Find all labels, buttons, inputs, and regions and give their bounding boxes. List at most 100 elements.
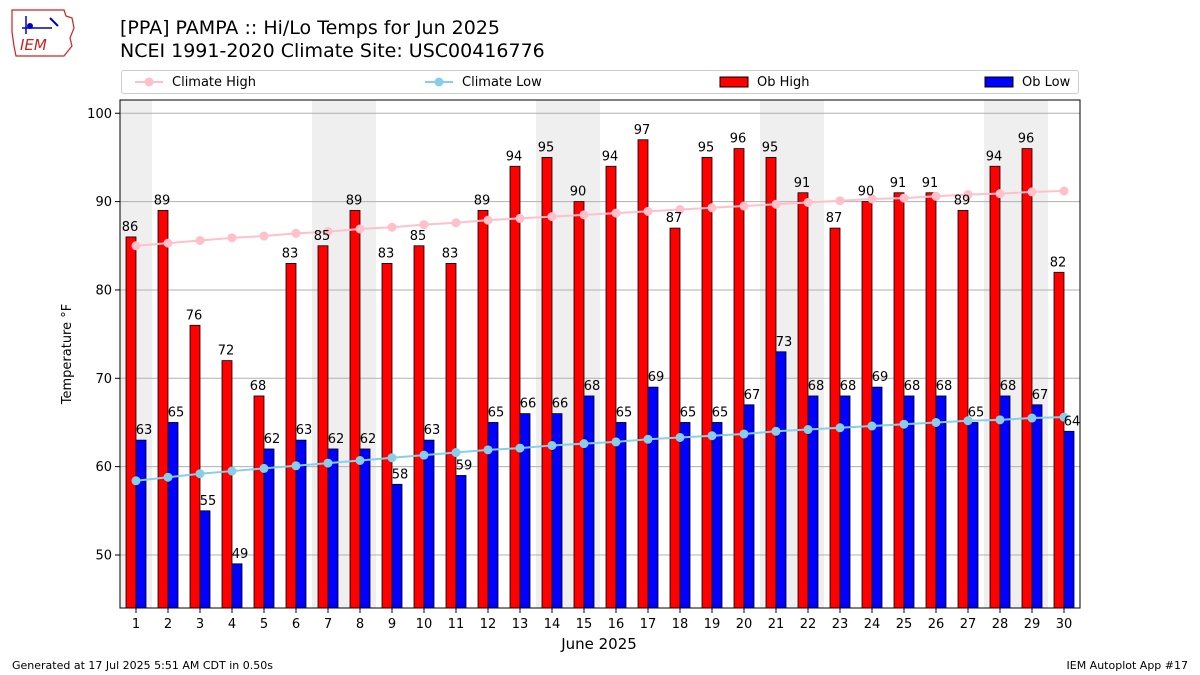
x-tick-label: 29	[1024, 617, 1041, 632]
climate-high-point	[131, 241, 141, 251]
climate-low-point	[707, 431, 717, 441]
legend-climate-low-label: Climate Low	[462, 74, 542, 90]
x-tick-label: 23	[832, 617, 849, 632]
ob-high-label: 83	[378, 246, 395, 261]
climate-high-point	[355, 224, 365, 234]
ob-low-label: 59	[456, 458, 473, 473]
ob-high-label: 95	[538, 140, 555, 155]
ob-high-label: 72	[218, 344, 235, 359]
ob-high-bar	[541, 157, 553, 609]
y-tick-label: 70	[95, 372, 112, 387]
ob-high-bar	[221, 360, 233, 609]
ob-high-bar	[477, 210, 489, 609]
climate-high-point	[451, 218, 461, 228]
ob-low-bar	[391, 483, 403, 609]
ob-low-bar	[359, 448, 371, 609]
ob-low-label: 69	[648, 370, 665, 385]
x-tick-label: 24	[864, 617, 881, 632]
climate-high-point	[643, 206, 653, 216]
y-tick-label: 50	[95, 548, 112, 563]
ob-low-bar	[871, 386, 883, 609]
x-tick-label: 15	[576, 617, 593, 632]
x-tick-label: 9	[388, 617, 396, 632]
x-tick-label: 20	[736, 617, 753, 632]
ob-low-bar	[1063, 430, 1075, 609]
ob-low-bar	[263, 448, 275, 609]
plot-frame	[119, 99, 1081, 609]
ob-high-bar	[509, 165, 521, 609]
climate-high-line	[135, 189, 1065, 247]
ob-high-label: 76	[186, 308, 203, 323]
ob-low-label: 73	[776, 335, 793, 350]
climate-low-point	[131, 476, 141, 486]
climate-high-point	[739, 201, 749, 211]
climate-high-point	[259, 231, 269, 241]
climate-high-point	[1027, 187, 1037, 197]
ob-high-bar	[317, 245, 329, 609]
ob-high-label: 91	[922, 176, 939, 191]
climate-low-point	[163, 472, 173, 482]
ob-low-label: 68	[1000, 379, 1017, 394]
x-tick-label: 18	[672, 617, 689, 632]
ob-low-label: 68	[584, 379, 601, 394]
climate-high-point	[899, 193, 909, 203]
ob-low-bar	[1031, 404, 1043, 609]
ob-high-bar	[893, 192, 905, 609]
climate-low-point	[547, 440, 557, 450]
ob-high-label: 86	[122, 220, 139, 235]
climate-low-point	[259, 463, 269, 473]
x-tick-label: 19	[704, 617, 721, 632]
ob-high-label: 82	[1050, 255, 1067, 270]
climate-high-point	[483, 215, 493, 225]
climate-high-point	[771, 199, 781, 209]
ob-low-bar	[615, 422, 627, 609]
ob-low-label: 65	[488, 405, 505, 420]
ob-high-label: 94	[602, 149, 619, 164]
footer-generated: Generated at 17 Jul 2025 5:51 AM CDT in …	[12, 659, 273, 672]
ob-low-bar	[935, 395, 947, 609]
climate-high-point	[291, 228, 301, 238]
ob-low-label: 55	[200, 494, 217, 509]
ob-low-bar	[167, 422, 179, 609]
x-tick-label: 16	[608, 617, 625, 632]
climate-low-point	[803, 425, 813, 435]
x-tick-label: 2	[164, 617, 172, 632]
ob-high-bar	[253, 395, 265, 609]
climate-high-point	[515, 213, 525, 223]
ob-low-label: 49	[232, 547, 249, 562]
ob-low-label: 68	[904, 379, 921, 394]
x-tick-label: 6	[292, 617, 300, 632]
ob-high-label: 96	[730, 132, 747, 147]
x-tick-label: 1	[132, 617, 140, 632]
ob-high-label: 96	[1018, 132, 1035, 147]
ob-low-label: 69	[872, 370, 889, 385]
ob-low-label: 63	[296, 423, 313, 438]
logo-text: IEM	[20, 36, 47, 54]
ob-low-label: 65	[680, 405, 697, 420]
climate-high-point	[419, 220, 429, 230]
legend: Climate High Climate Low Ob High Ob Low	[121, 70, 1079, 94]
ob-low-label: 65	[168, 405, 185, 420]
ob-low-bar	[647, 386, 659, 609]
ob-low-label: 66	[520, 397, 537, 412]
climate-high-point	[963, 190, 973, 200]
y-tick-label: 100	[87, 107, 112, 122]
climate-low-point	[1027, 413, 1037, 423]
x-tick-label: 17	[640, 617, 657, 632]
climate-low-point	[419, 450, 429, 460]
climate-low-point	[387, 453, 397, 463]
legend-ob-high-label: Ob High	[757, 74, 810, 90]
climate-low-point	[451, 448, 461, 458]
ob-high-label: 94	[986, 149, 1003, 164]
x-tick-label: 7	[324, 617, 332, 632]
ob-low-bar	[583, 395, 595, 609]
climate-low-point	[227, 466, 237, 476]
legend-climate-low: Climate Low	[424, 71, 542, 93]
climate-high-point	[803, 197, 813, 207]
climate-low-point	[611, 437, 621, 447]
x-axis-label: June 2025	[560, 635, 637, 653]
ob-high-label: 91	[794, 176, 811, 191]
ob-high-label: 90	[570, 185, 587, 200]
ob-high-bar	[157, 210, 169, 609]
ob-high-bar	[1053, 271, 1065, 609]
